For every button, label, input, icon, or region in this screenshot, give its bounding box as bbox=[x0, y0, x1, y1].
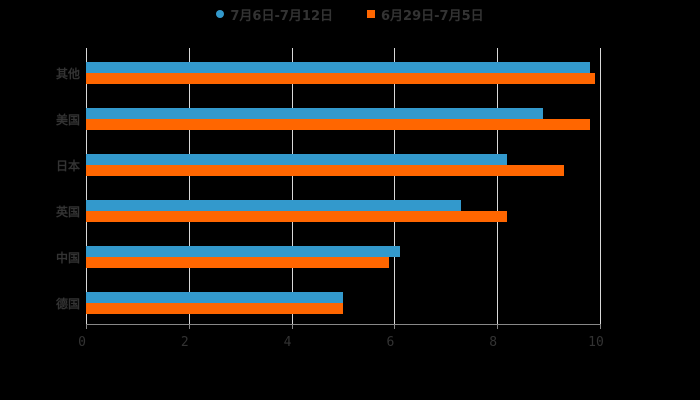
x-tick bbox=[497, 324, 499, 329]
bar-series2[interactable] bbox=[86, 165, 565, 176]
category-label: 其他 bbox=[55, 67, 80, 81]
bar-series2[interactable] bbox=[86, 303, 343, 314]
bar-series1[interactable] bbox=[86, 292, 343, 303]
bar-series2[interactable] bbox=[86, 257, 390, 268]
bar-series1[interactable] bbox=[86, 108, 544, 119]
category-label: 中国 bbox=[55, 251, 80, 265]
legend-square-icon bbox=[367, 10, 375, 18]
legend-item-series1[interactable]: 7月6日-7月12日 bbox=[216, 5, 333, 24]
x-tick bbox=[394, 324, 396, 329]
legend-item-series2[interactable]: 6月29日-7月5日 bbox=[367, 5, 484, 24]
x-tick bbox=[600, 324, 601, 329]
category-label: 日本 bbox=[55, 159, 80, 173]
x-tick-label: 8 bbox=[489, 335, 498, 350]
category-label: 英国 bbox=[55, 205, 80, 219]
x-tick-label: 0 bbox=[78, 335, 86, 350]
bar-series1[interactable] bbox=[86, 246, 400, 257]
bar-series2[interactable] bbox=[86, 119, 590, 130]
bar-series2[interactable] bbox=[86, 211, 508, 222]
gridline bbox=[188, 48, 190, 324]
plot-area bbox=[86, 48, 601, 324]
gridline bbox=[497, 48, 499, 324]
x-tick-label: 2 bbox=[180, 335, 189, 350]
x-tick bbox=[86, 324, 87, 329]
x-tick-label: 10 bbox=[588, 335, 604, 350]
legend: 7月6日-7月12日 6月29日-7月5日 bbox=[0, 4, 700, 24]
bar-series2[interactable] bbox=[86, 73, 595, 84]
gridline bbox=[291, 48, 293, 324]
category-label: 美国 bbox=[55, 113, 80, 127]
bar-series1[interactable] bbox=[86, 62, 590, 73]
x-tick-label: 4 bbox=[283, 335, 292, 350]
bar-series1[interactable] bbox=[86, 200, 462, 211]
gridline bbox=[394, 48, 396, 324]
x-tick bbox=[291, 324, 293, 329]
gridline bbox=[86, 48, 87, 324]
bar-series1[interactable] bbox=[86, 154, 508, 165]
legend-circle-icon bbox=[216, 10, 225, 18]
legend-label-series2: 6月29日-7月5日 bbox=[381, 8, 484, 24]
gridline bbox=[600, 48, 601, 324]
x-tick-label: 6 bbox=[386, 335, 395, 350]
x-tick bbox=[188, 324, 190, 329]
category-label: 德国 bbox=[55, 297, 80, 311]
legend-label-series1: 7月6日-7月12日 bbox=[230, 8, 333, 24]
x-axis-line bbox=[86, 324, 601, 325]
